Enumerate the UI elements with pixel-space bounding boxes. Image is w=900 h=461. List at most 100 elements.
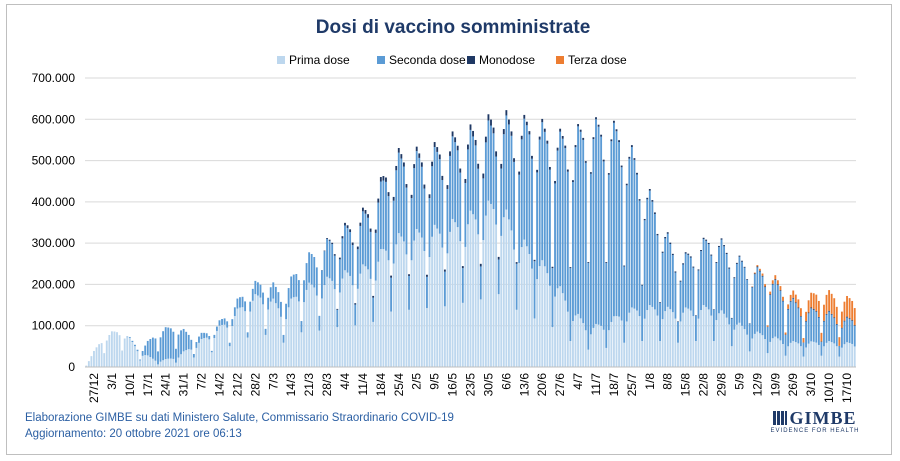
bar-segment-prima (643, 318, 646, 367)
bar-segment-monodose (446, 185, 449, 189)
bar-segment-prima (169, 358, 172, 367)
bar-segment-prima (743, 329, 746, 367)
bar-segment-seconda (515, 263, 518, 310)
bar-segment-prima (515, 309, 518, 367)
bar-segment-prima (98, 344, 101, 367)
bar-segment-monodose (587, 262, 590, 263)
bar-segment-prima (748, 351, 751, 367)
bar-segment-prima (710, 315, 713, 367)
bar-segment-seconda (725, 254, 728, 318)
bar-segment-monodose (756, 266, 759, 268)
bar-segment-prima (110, 331, 113, 367)
bar-segment-monodose (751, 286, 754, 288)
bar-segment-monodose (454, 137, 457, 143)
bar-segment-seconda (541, 122, 544, 261)
bar-segment-seconda (656, 235, 659, 316)
bar-segment-seconda (554, 183, 556, 297)
bar-segment-seconda (487, 120, 490, 201)
bar-segment-seconda (361, 211, 364, 265)
bar-segment-seconda (548, 169, 551, 286)
bar-segment-prima (134, 346, 136, 367)
x-tick-label: 3/10 (804, 373, 818, 397)
bar-segment-seconda (787, 309, 790, 347)
bar-segment-prima (246, 337, 249, 367)
bar-segment-monodose (364, 210, 367, 214)
bar-segment-monodose (356, 246, 359, 250)
bar-segment-prima (707, 309, 710, 367)
bar-segment-seconda (828, 311, 831, 342)
bar-segment-prima (103, 353, 106, 367)
x-tick-label: 15/8 (679, 373, 693, 397)
bar-segment-seconda (428, 198, 431, 258)
bar-segment-prima (203, 338, 206, 367)
bar-segment-seconda (354, 304, 357, 326)
bar-segment-seconda (285, 303, 287, 320)
bar-segment-prima (738, 322, 741, 367)
bar-segment-seconda (344, 225, 346, 271)
bar-segment-monodose (797, 307, 800, 309)
y-tick-label: 700.000 (32, 71, 76, 85)
bar-segment-prima (392, 263, 395, 367)
bar-segment-monodose (323, 250, 326, 252)
bar-segment-monodose (456, 145, 459, 151)
bar-segment-prima (797, 343, 800, 367)
bar-segment-prima (812, 341, 815, 367)
bar-segment-monodose (479, 263, 482, 267)
bar-segment-seconda (720, 239, 723, 311)
bar-segment-terza (776, 280, 779, 285)
bar-segment-seconda (623, 266, 626, 343)
bar-segment-seconda (259, 284, 262, 298)
bar-segment-monodose (559, 128, 562, 132)
bar-segment-monodose (641, 284, 644, 286)
bar-segment-seconda (420, 166, 423, 238)
bar-segment-prima (741, 325, 743, 367)
bar-segment-monodose (669, 242, 672, 244)
bar-segment-seconda (379, 181, 382, 250)
bar-segment-seconda (433, 147, 436, 225)
bar-segment-prima (712, 340, 715, 367)
bar-segment-seconda (185, 331, 188, 351)
x-tick-label: 3/1 (105, 373, 119, 390)
bar-segment-prima (400, 236, 403, 367)
bar-segment-prima (449, 231, 451, 367)
bar-segment-monodose (346, 225, 349, 228)
bar-segment-prima (405, 254, 408, 367)
bar-segment-seconda (264, 328, 267, 335)
bar-segment-seconda (625, 185, 628, 322)
bar-segment-prima (93, 350, 95, 367)
bar-segment-monodose (525, 121, 528, 126)
bar-segment-prima (187, 349, 190, 367)
bar-segment-prima (269, 301, 272, 367)
bar-segment-seconda (843, 321, 846, 345)
bar-segment-prima (525, 246, 528, 367)
bar-segment-prima (397, 233, 400, 367)
bar-segment-monodose (441, 175, 444, 180)
bar-segment-seconda (162, 331, 165, 361)
bar-segment-seconda (723, 246, 726, 314)
bar-segment-prima (408, 309, 410, 367)
bar-segment-prima (256, 295, 259, 367)
bar-segment-seconda (374, 232, 377, 281)
bar-segment-monodose (618, 140, 620, 143)
bar-segment-monodose (469, 124, 472, 130)
bar-segment-prima (164, 359, 167, 367)
bar-segment-seconda (303, 280, 305, 303)
bar-segment-seconda (756, 267, 759, 332)
bar-segment-monodose (582, 137, 585, 140)
bar-segment-prima (853, 346, 856, 367)
bar-segment-monodose (653, 212, 656, 214)
bar-segment-prima (830, 342, 833, 367)
bar-segment-seconda (423, 188, 426, 251)
bar-segment-seconda (187, 334, 190, 350)
bar-segment-prima (175, 362, 177, 367)
bar-segment-prima (789, 342, 792, 367)
bar-segment-monodose (359, 222, 362, 226)
bar-segment-monodose (656, 233, 659, 236)
bar-segment-seconda (290, 276, 293, 299)
bar-segment-seconda (728, 268, 731, 325)
bar-segment-seconda (472, 136, 474, 215)
bar-segment-seconda (385, 181, 387, 251)
bar-segment-monodose (520, 135, 523, 140)
bar-segment-prima (510, 230, 513, 367)
bar-segment-prima (267, 309, 270, 367)
